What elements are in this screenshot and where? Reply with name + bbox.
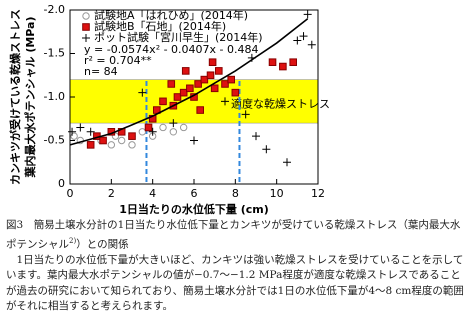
- point: [289, 58, 297, 67]
- point: [128, 132, 136, 140]
- band-label: 適度な乾燥ストレス: [231, 96, 330, 110]
- point: [283, 158, 291, 167]
- y-axis-title: カンキツが受けている乾燥ストレス: [8, 9, 22, 185]
- point: [99, 136, 107, 145]
- point: [86, 141, 95, 149]
- point: [159, 97, 167, 106]
- caption-title: 図3 簡易土壌水分計の1日当たり水位低下量とカンキツが受けている乾燥ストレス（葉…: [6, 218, 470, 253]
- fit-curve: [69, 18, 309, 146]
- point: [208, 58, 217, 67]
- stress-band: [69, 79, 319, 124]
- x-tick-label: 0: [67, 187, 74, 200]
- caption: 図3 簡易土壌水分計の1日当たり水位低下量とカンキツが受けている乾燥ストレス（葉…: [6, 218, 470, 315]
- point: [86, 127, 95, 136]
- y-tick-label: -2.0: [44, 3, 65, 16]
- x-tick-label: 6: [191, 187, 198, 200]
- caption-text: ）との関係: [76, 238, 129, 250]
- point: [227, 75, 235, 84]
- point: [299, 32, 308, 41]
- x-tick-label: 4: [149, 187, 156, 200]
- point: [128, 141, 136, 149]
- point: [144, 123, 153, 132]
- point: [279, 62, 287, 71]
- annotation: r² = 0.704**: [84, 54, 152, 67]
- point: [82, 34, 90, 42]
- x-tick-label: 12: [311, 187, 325, 200]
- y-tick-label: -1.5: [44, 47, 65, 60]
- point: [138, 128, 147, 136]
- point: [169, 128, 178, 136]
- y-tick-label: 0: [58, 177, 65, 190]
- point: [148, 127, 157, 136]
- point: [82, 23, 90, 31]
- point: [82, 12, 90, 20]
- point: [215, 67, 223, 75]
- x-tick-label: 2: [108, 187, 115, 200]
- point: [159, 123, 167, 132]
- point: [262, 145, 271, 154]
- x-tick-label: 8: [232, 187, 239, 200]
- point: [241, 110, 250, 119]
- point: [252, 132, 260, 141]
- legend-label: ポット試験「宮川早生」(2014年): [94, 30, 263, 44]
- point: [293, 36, 302, 45]
- legend-label: 試験地B「石地」(2014年): [94, 19, 226, 33]
- point: [221, 80, 229, 88]
- annotation: y = -0.0574x² - 0.0407x - 0.484: [84, 43, 259, 56]
- point: [303, 10, 312, 19]
- point: [138, 88, 147, 97]
- point: [169, 119, 178, 128]
- point: [117, 136, 126, 145]
- point: [200, 75, 209, 84]
- caption-text: 簡易土壌水分計の1日当たり水位低下量とカンキツが受けている乾燥ストレス（葉内最大…: [6, 219, 461, 250]
- point: [107, 141, 116, 149]
- point: [210, 84, 219, 93]
- annotation: n= 84: [84, 65, 118, 78]
- x-axis-title: 1日当たりの水位低下量 (cm): [119, 202, 269, 216]
- x-tick-label: 10: [270, 187, 284, 200]
- legend-label: 試験地A「はれひめ」(2014年): [94, 8, 248, 22]
- point: [68, 127, 77, 136]
- point: [307, 40, 316, 49]
- y-axis-title: 葉内最大水ポテンシャル (MPa): [23, 16, 37, 178]
- point: [221, 97, 229, 106]
- chart: 適度な乾燥ストレス 0 -0.5 -1.0 -1.5 -2.0 0 2 4 6 8 10 12 1日当たり…: [8, 3, 330, 216]
- point: [190, 136, 198, 145]
- point: [76, 123, 85, 132]
- point: [206, 71, 215, 80]
- point: [231, 88, 240, 97]
- point: [173, 93, 182, 101]
- point: [196, 106, 204, 114]
- y-tick-label: -0.5: [44, 134, 65, 147]
- point: [179, 123, 188, 132]
- figure-number: 図3: [6, 219, 24, 231]
- point: [268, 58, 277, 67]
- point: [167, 80, 176, 88]
- point: [179, 88, 188, 97]
- y-tick-label: -1.0: [44, 90, 65, 103]
- point: [181, 67, 190, 75]
- caption-body: 1日当たりの水位低下量が大きいほど、カンキツは強い乾燥ストレスを受けていることを…: [6, 253, 464, 313]
- point: [194, 80, 202, 88]
- point: [186, 84, 194, 93]
- reference: 2): [69, 236, 77, 245]
